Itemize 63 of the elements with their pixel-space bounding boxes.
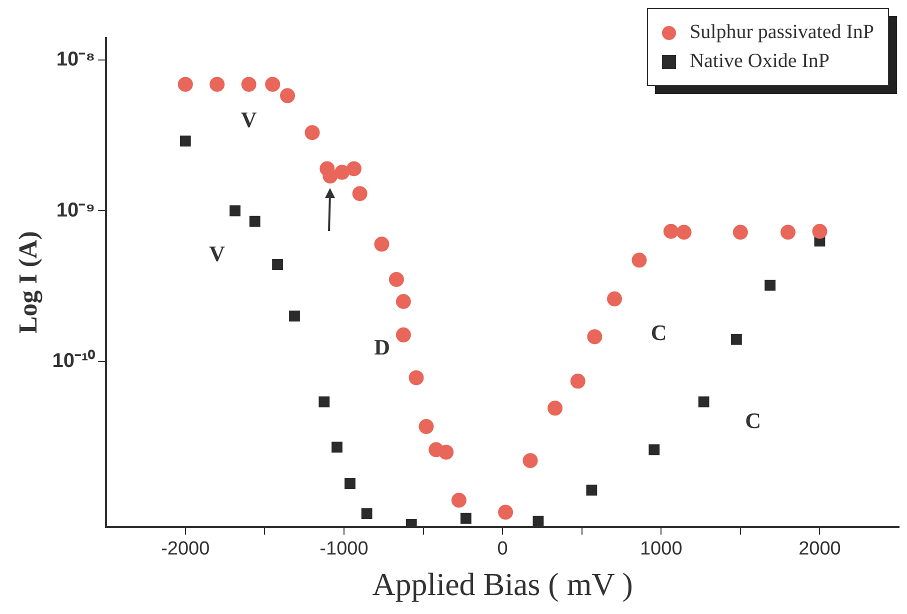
point [586, 484, 598, 496]
point [451, 492, 466, 508]
x-axis-title: Applied Bias ( mV ) [372, 566, 633, 602]
point [388, 272, 404, 287]
point [396, 327, 411, 342]
annotation: C [650, 320, 667, 345]
point [304, 125, 320, 140]
annotation: V [209, 241, 226, 266]
point [648, 444, 660, 456]
point [361, 508, 372, 519]
legend-label: Native Oxide InP [690, 50, 830, 73]
point [241, 76, 256, 92]
point [265, 76, 280, 92]
point [408, 370, 424, 386]
point [352, 186, 368, 202]
point [732, 224, 748, 240]
point [210, 76, 225, 92]
point [346, 161, 362, 176]
point [249, 216, 260, 227]
x-tick-label: 0 [497, 538, 508, 560]
point [587, 329, 602, 344]
point [812, 224, 828, 239]
point [780, 224, 796, 240]
point [280, 88, 296, 104]
point [460, 512, 472, 524]
x-tick-label: -1000 [320, 538, 368, 560]
point [731, 334, 742, 345]
point [289, 310, 300, 322]
y-tick-label: 10⁻⁹ [56, 199, 96, 222]
y-axis-title: Log I (A) [13, 231, 42, 334]
point [322, 168, 338, 184]
point [344, 478, 356, 489]
point [230, 205, 240, 216]
point [272, 259, 283, 270]
point [663, 224, 678, 239]
y-tick-label: 10⁻¹⁰ [52, 348, 96, 372]
annotation: C [745, 408, 762, 433]
point [532, 516, 544, 527]
point [764, 280, 776, 291]
point [522, 453, 538, 468]
point [374, 236, 390, 252]
point [632, 252, 647, 268]
point [178, 76, 193, 92]
point [318, 396, 330, 408]
point [334, 164, 350, 180]
annotation: D [374, 334, 390, 360]
point [332, 442, 342, 453]
point [607, 291, 622, 306]
x-tick-label: 1000 [640, 538, 682, 560]
legend-label: Sulphur passivated InP [690, 21, 874, 44]
x-tick-label: 2000 [798, 538, 841, 560]
point [180, 136, 191, 147]
annotation: V [240, 106, 257, 132]
point [548, 400, 563, 416]
point [698, 396, 710, 408]
y-tick-label: 10⁻⁸ [56, 48, 96, 71]
point [676, 224, 692, 240]
point [438, 444, 454, 460]
point [396, 294, 411, 309]
x-tick-label: -2000 [161, 538, 210, 560]
point [418, 419, 434, 434]
point [498, 504, 514, 520]
point [570, 374, 586, 389]
